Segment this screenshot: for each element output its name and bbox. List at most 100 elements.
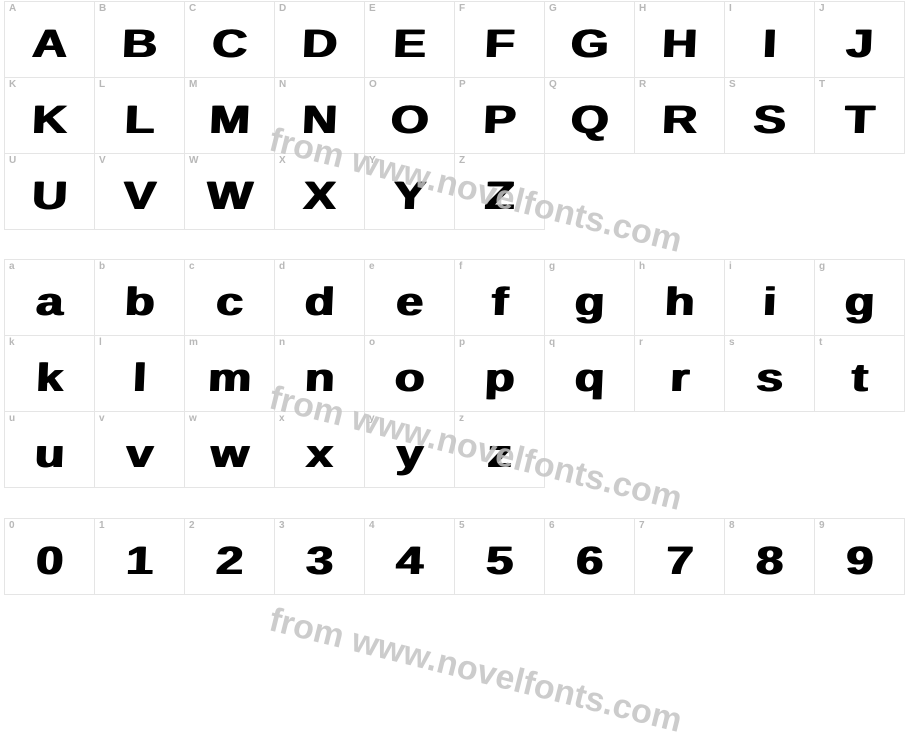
uppercase-table: AABBCCDDEEFFGGHHIIJJKKLLMMNNOOPPQQRRSSTT… <box>4 1 905 230</box>
cell-glyph: i <box>719 264 820 332</box>
cell-glyph: P <box>449 82 550 150</box>
cell-glyph: o <box>359 340 460 408</box>
glyph-cell: RR <box>635 78 725 154</box>
glyph-cell: VV <box>95 154 185 230</box>
cell-glyph: c <box>179 264 280 332</box>
cell-glyph: 0 <box>0 523 100 591</box>
glyph-cell: YY <box>365 154 455 230</box>
cell-glyph: O <box>359 82 460 150</box>
cell-glyph: n <box>269 340 370 408</box>
font-charmap-container: AABBCCDDEEFFGGHHIIJJKKLLMMNNOOPPQQRRSSTT… <box>0 0 911 668</box>
glyph-cell: BB <box>95 2 185 78</box>
cell-glyph: s <box>719 340 820 408</box>
glyph-cell: rr <box>635 336 725 412</box>
glyph-cell: 11 <box>95 519 185 595</box>
glyph-cell: oo <box>365 336 455 412</box>
glyph-cell: HH <box>635 2 725 78</box>
cell-glyph: h <box>629 264 730 332</box>
cell-glyph: f <box>449 264 550 332</box>
cell-glyph: F <box>449 6 550 74</box>
cell-glyph: H <box>629 6 730 74</box>
table-row: UUVVWWXXYYZZ <box>5 154 905 230</box>
glyph-cell: 33 <box>275 519 365 595</box>
cell-glyph: S <box>719 82 820 150</box>
cell-glyph: V <box>89 158 190 226</box>
cell-glyph: v <box>89 416 190 484</box>
cell-glyph: m <box>179 340 280 408</box>
glyph-cell: QQ <box>545 78 635 154</box>
cell-glyph: Z <box>449 158 550 226</box>
glyph-cell: bb <box>95 260 185 336</box>
glyph-cell <box>815 412 905 488</box>
cell-glyph: u <box>0 416 100 484</box>
cell-glyph: N <box>269 82 370 150</box>
glyph-cell: tt <box>815 336 905 412</box>
glyph-cell <box>545 154 635 230</box>
cell-glyph: C <box>179 6 280 74</box>
cell-glyph: I <box>719 6 820 74</box>
glyph-cell <box>545 412 635 488</box>
glyph-cell: dd <box>275 260 365 336</box>
glyph-cell: ww <box>185 412 275 488</box>
cell-glyph: g <box>809 264 910 332</box>
glyph-cell <box>815 154 905 230</box>
table-row: AABBCCDDEEFFGGHHIIJJ <box>5 2 905 78</box>
glyph-cell: gg <box>815 260 905 336</box>
cell-glyph: 7 <box>629 523 730 591</box>
glyph-cell: kk <box>5 336 95 412</box>
digits-table: 00112233445566778899 <box>4 518 905 595</box>
cell-glyph: d <box>269 264 370 332</box>
glyph-cell: gg <box>545 260 635 336</box>
cell-glyph: 8 <box>719 523 820 591</box>
glyph-cell: nn <box>275 336 365 412</box>
cell-glyph: B <box>89 6 190 74</box>
glyph-cell: vv <box>95 412 185 488</box>
cell-glyph: L <box>89 82 190 150</box>
glyph-cell: GG <box>545 2 635 78</box>
cell-glyph: k <box>0 340 100 408</box>
glyph-cell: FF <box>455 2 545 78</box>
glyph-cell: OO <box>365 78 455 154</box>
glyph-cell <box>635 154 725 230</box>
cell-glyph: b <box>89 264 190 332</box>
cell-glyph: 6 <box>539 523 640 591</box>
cell-glyph: D <box>269 6 370 74</box>
watermark-text: from www.novelfonts.com <box>265 601 686 741</box>
cell-glyph: 5 <box>449 523 550 591</box>
glyph-cell: ff <box>455 260 545 336</box>
cell-glyph: R <box>629 82 730 150</box>
glyph-cell: CC <box>185 2 275 78</box>
cell-glyph: 2 <box>179 523 280 591</box>
glyph-cell: 55 <box>455 519 545 595</box>
cell-glyph: Y <box>359 158 460 226</box>
glyph-cell: yy <box>365 412 455 488</box>
glyph-cell: TT <box>815 78 905 154</box>
glyph-cell: LL <box>95 78 185 154</box>
glyph-cell: 88 <box>725 519 815 595</box>
cell-glyph: w <box>179 416 280 484</box>
cell-glyph: T <box>809 82 910 150</box>
glyph-cell <box>725 412 815 488</box>
table-row: KKLLMMNNOOPPQQRRSSTT <box>5 78 905 154</box>
glyph-cell: ll <box>95 336 185 412</box>
glyph-cell: ZZ <box>455 154 545 230</box>
cell-glyph: l <box>89 340 190 408</box>
glyph-cell: XX <box>275 154 365 230</box>
cell-glyph: A <box>0 6 100 74</box>
cell-glyph: e <box>359 264 460 332</box>
cell-glyph: J <box>809 6 910 74</box>
glyph-cell: EE <box>365 2 455 78</box>
glyph-cell: 00 <box>5 519 95 595</box>
glyph-cell: MM <box>185 78 275 154</box>
cell-glyph: 3 <box>269 523 370 591</box>
glyph-cell: KK <box>5 78 95 154</box>
glyph-cell: 99 <box>815 519 905 595</box>
glyph-cell: aa <box>5 260 95 336</box>
table-row: uuvvwwxxyyzz <box>5 412 905 488</box>
cell-glyph: p <box>449 340 550 408</box>
glyph-cell: II <box>725 2 815 78</box>
glyph-cell: hh <box>635 260 725 336</box>
glyph-cell: zz <box>455 412 545 488</box>
glyph-cell: AA <box>5 2 95 78</box>
glyph-cell: PP <box>455 78 545 154</box>
